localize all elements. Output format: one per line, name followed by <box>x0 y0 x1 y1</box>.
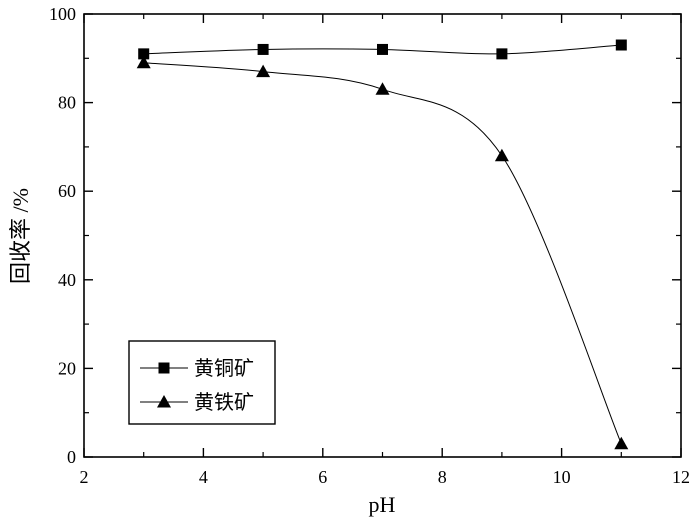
axis-tick-labels: 2 4 6 8 10 12 0 20 40 60 80 100 <box>49 4 690 487</box>
y-tick-label: 20 <box>58 358 76 378</box>
x-tick-label: 10 <box>553 467 571 487</box>
y-tick-label: 0 <box>67 447 76 467</box>
data-point <box>138 48 150 60</box>
data-point <box>377 43 388 55</box>
data-point <box>375 82 390 95</box>
legend-box <box>128 340 276 425</box>
y-tick-label: 80 <box>58 93 76 113</box>
data-point <box>494 148 509 162</box>
x-tick-label: 6 <box>318 467 327 487</box>
data-point <box>136 55 151 69</box>
series-layer <box>136 39 629 450</box>
legend-marker <box>157 395 171 408</box>
x-tick-label: 4 <box>199 467 208 487</box>
data-point <box>615 39 627 51</box>
data-point <box>496 48 508 60</box>
y-tick-label: 100 <box>49 4 76 24</box>
series-pyrite <box>136 55 629 450</box>
y-tick-label: 60 <box>58 181 76 201</box>
axis-ticks <box>83 13 682 458</box>
y-tick-label: 40 <box>58 270 76 290</box>
y-axis-title: 回收率 /% <box>8 188 33 284</box>
data-point <box>257 43 269 55</box>
x-tick-label: 2 <box>80 467 89 487</box>
x-axis-title: pH <box>369 492 396 517</box>
series-chalcopyrite <box>138 39 627 60</box>
legend-marker <box>158 362 170 374</box>
data-point <box>614 436 629 450</box>
legend-label: 黄铁矿 <box>194 390 254 414</box>
series-line <box>143 62 622 444</box>
data-point <box>256 64 271 78</box>
legend-label: 黄铜矿 <box>194 356 254 380</box>
x-tick-label: 8 <box>438 467 447 487</box>
x-tick-label: 12 <box>672 467 690 487</box>
